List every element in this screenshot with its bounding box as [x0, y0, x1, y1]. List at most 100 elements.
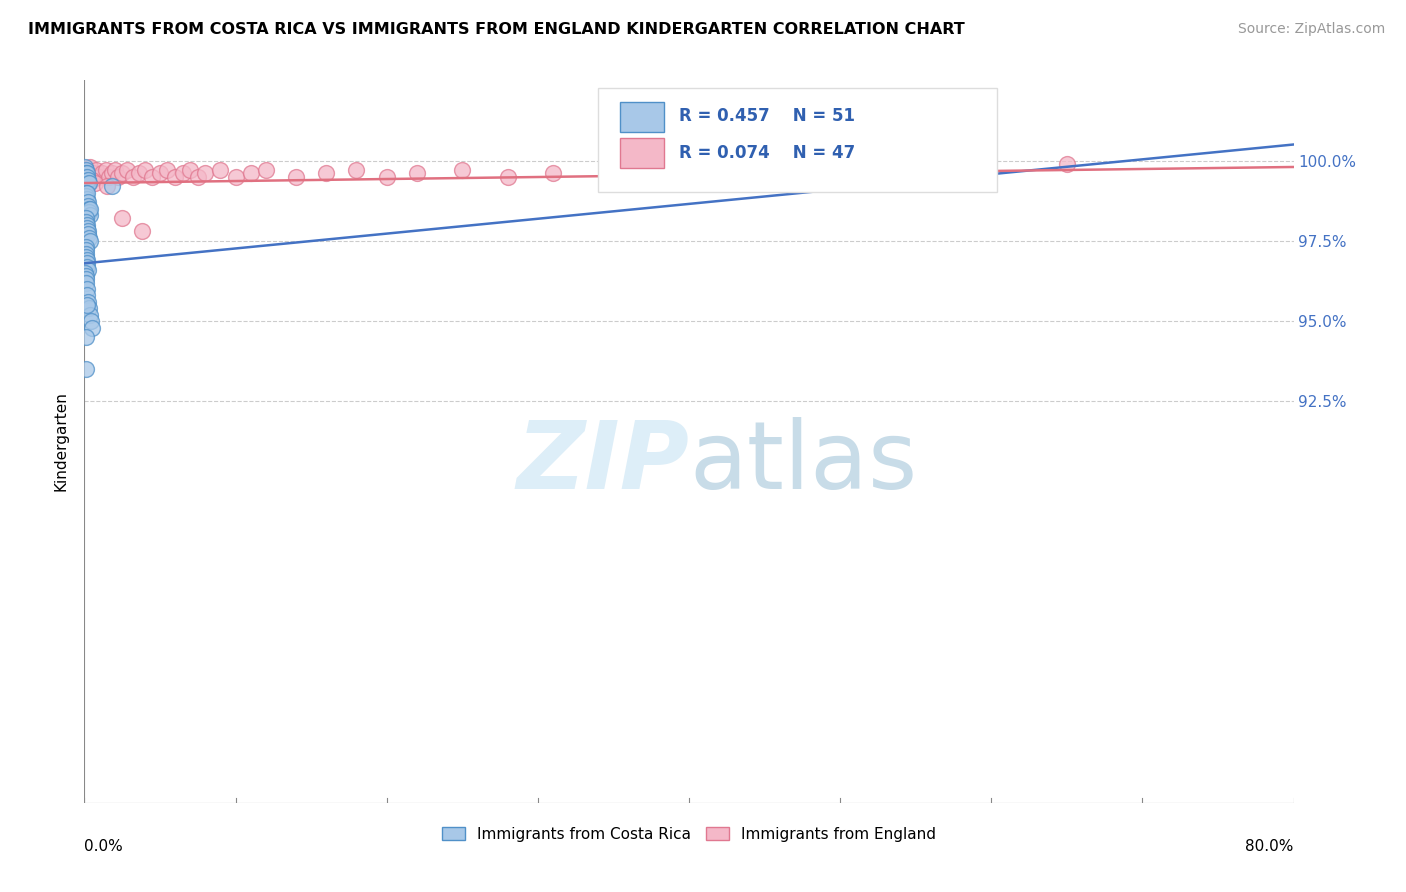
FancyBboxPatch shape: [620, 103, 664, 132]
Point: [77, 230, 100, 244]
Point: [75, 186, 97, 200]
Point: [76, 166, 98, 180]
Point: [76, 186, 98, 200]
Point: [75, 189, 97, 203]
Point: [75, 272, 97, 286]
Point: [76, 169, 98, 184]
Point: [107, 169, 129, 184]
Point: [80, 320, 103, 334]
Point: [754, 166, 776, 180]
Text: 0.0%: 0.0%: [84, 838, 124, 854]
Point: [165, 169, 187, 184]
Text: 80.0%: 80.0%: [1246, 838, 1294, 854]
Point: [225, 169, 247, 184]
Point: [77, 202, 100, 216]
Point: [76, 173, 98, 187]
Point: [541, 166, 564, 180]
Point: [75, 169, 97, 184]
Point: [76, 195, 98, 210]
Point: [75, 330, 97, 344]
Legend: Immigrants from Costa Rica, Immigrants from England: Immigrants from Costa Rica, Immigrants f…: [434, 819, 943, 849]
Point: [75, 276, 97, 290]
Point: [1056, 157, 1078, 171]
Point: [76, 260, 98, 274]
Point: [104, 163, 127, 178]
Point: [285, 169, 308, 184]
Point: [172, 166, 194, 180]
Point: [451, 163, 474, 178]
Point: [79, 160, 101, 174]
FancyBboxPatch shape: [620, 138, 664, 169]
Point: [76, 218, 98, 232]
Point: [96, 179, 118, 194]
Point: [346, 163, 368, 178]
Point: [75, 214, 97, 228]
Text: R = 0.074    N = 47: R = 0.074 N = 47: [679, 144, 855, 161]
Point: [156, 163, 179, 178]
Point: [91, 166, 114, 180]
Point: [80, 173, 103, 187]
Point: [149, 166, 172, 180]
Point: [76, 163, 98, 178]
Point: [111, 166, 134, 180]
Text: IMMIGRANTS FROM COSTA RICA VS IMMIGRANTS FROM ENGLAND KINDERGARTEN CORRELATION C: IMMIGRANTS FROM COSTA RICA VS IMMIGRANTS…: [28, 22, 965, 37]
Point: [254, 163, 277, 178]
Point: [75, 266, 97, 280]
Point: [89, 169, 111, 184]
Point: [315, 166, 337, 180]
Point: [134, 163, 156, 178]
Point: [76, 176, 98, 190]
Point: [75, 269, 97, 284]
Point: [187, 169, 209, 184]
Point: [79, 208, 101, 222]
Point: [375, 169, 398, 184]
FancyBboxPatch shape: [599, 87, 997, 193]
Y-axis label: Kindergarten: Kindergarten: [53, 392, 69, 491]
Point: [194, 166, 217, 180]
Point: [75, 240, 97, 254]
Point: [179, 163, 201, 178]
Point: [79, 202, 101, 216]
Point: [77, 176, 100, 190]
Point: [100, 179, 122, 194]
Point: [115, 163, 138, 178]
Point: [84, 176, 107, 190]
Point: [76, 224, 98, 238]
Point: [77, 227, 100, 242]
Point: [94, 163, 117, 178]
Point: [75, 166, 97, 180]
Point: [77, 301, 100, 316]
Point: [111, 211, 134, 226]
Point: [904, 153, 927, 168]
Point: [79, 308, 101, 322]
Point: [77, 198, 100, 212]
Point: [77, 176, 100, 190]
Point: [121, 169, 143, 184]
Point: [496, 169, 519, 184]
Point: [77, 173, 100, 187]
Text: R = 0.457    N = 51: R = 0.457 N = 51: [679, 107, 855, 126]
Point: [602, 163, 624, 178]
Text: atlas: atlas: [689, 417, 917, 509]
Point: [141, 169, 163, 184]
Point: [76, 192, 98, 206]
Point: [79, 234, 101, 248]
Text: ZIP: ZIP: [516, 417, 689, 509]
Point: [678, 169, 700, 184]
Point: [76, 262, 98, 277]
Point: [77, 205, 100, 219]
Point: [209, 163, 232, 178]
Point: [97, 169, 120, 184]
Point: [75, 160, 97, 174]
Point: [86, 163, 108, 178]
Point: [75, 362, 97, 376]
Point: [76, 256, 98, 270]
Point: [75, 211, 97, 226]
Text: Source: ZipAtlas.com: Source: ZipAtlas.com: [1237, 22, 1385, 37]
Point: [131, 224, 153, 238]
Point: [128, 166, 150, 180]
Point: [76, 294, 98, 309]
Point: [75, 246, 97, 260]
Point: [76, 253, 98, 268]
Point: [239, 166, 262, 180]
